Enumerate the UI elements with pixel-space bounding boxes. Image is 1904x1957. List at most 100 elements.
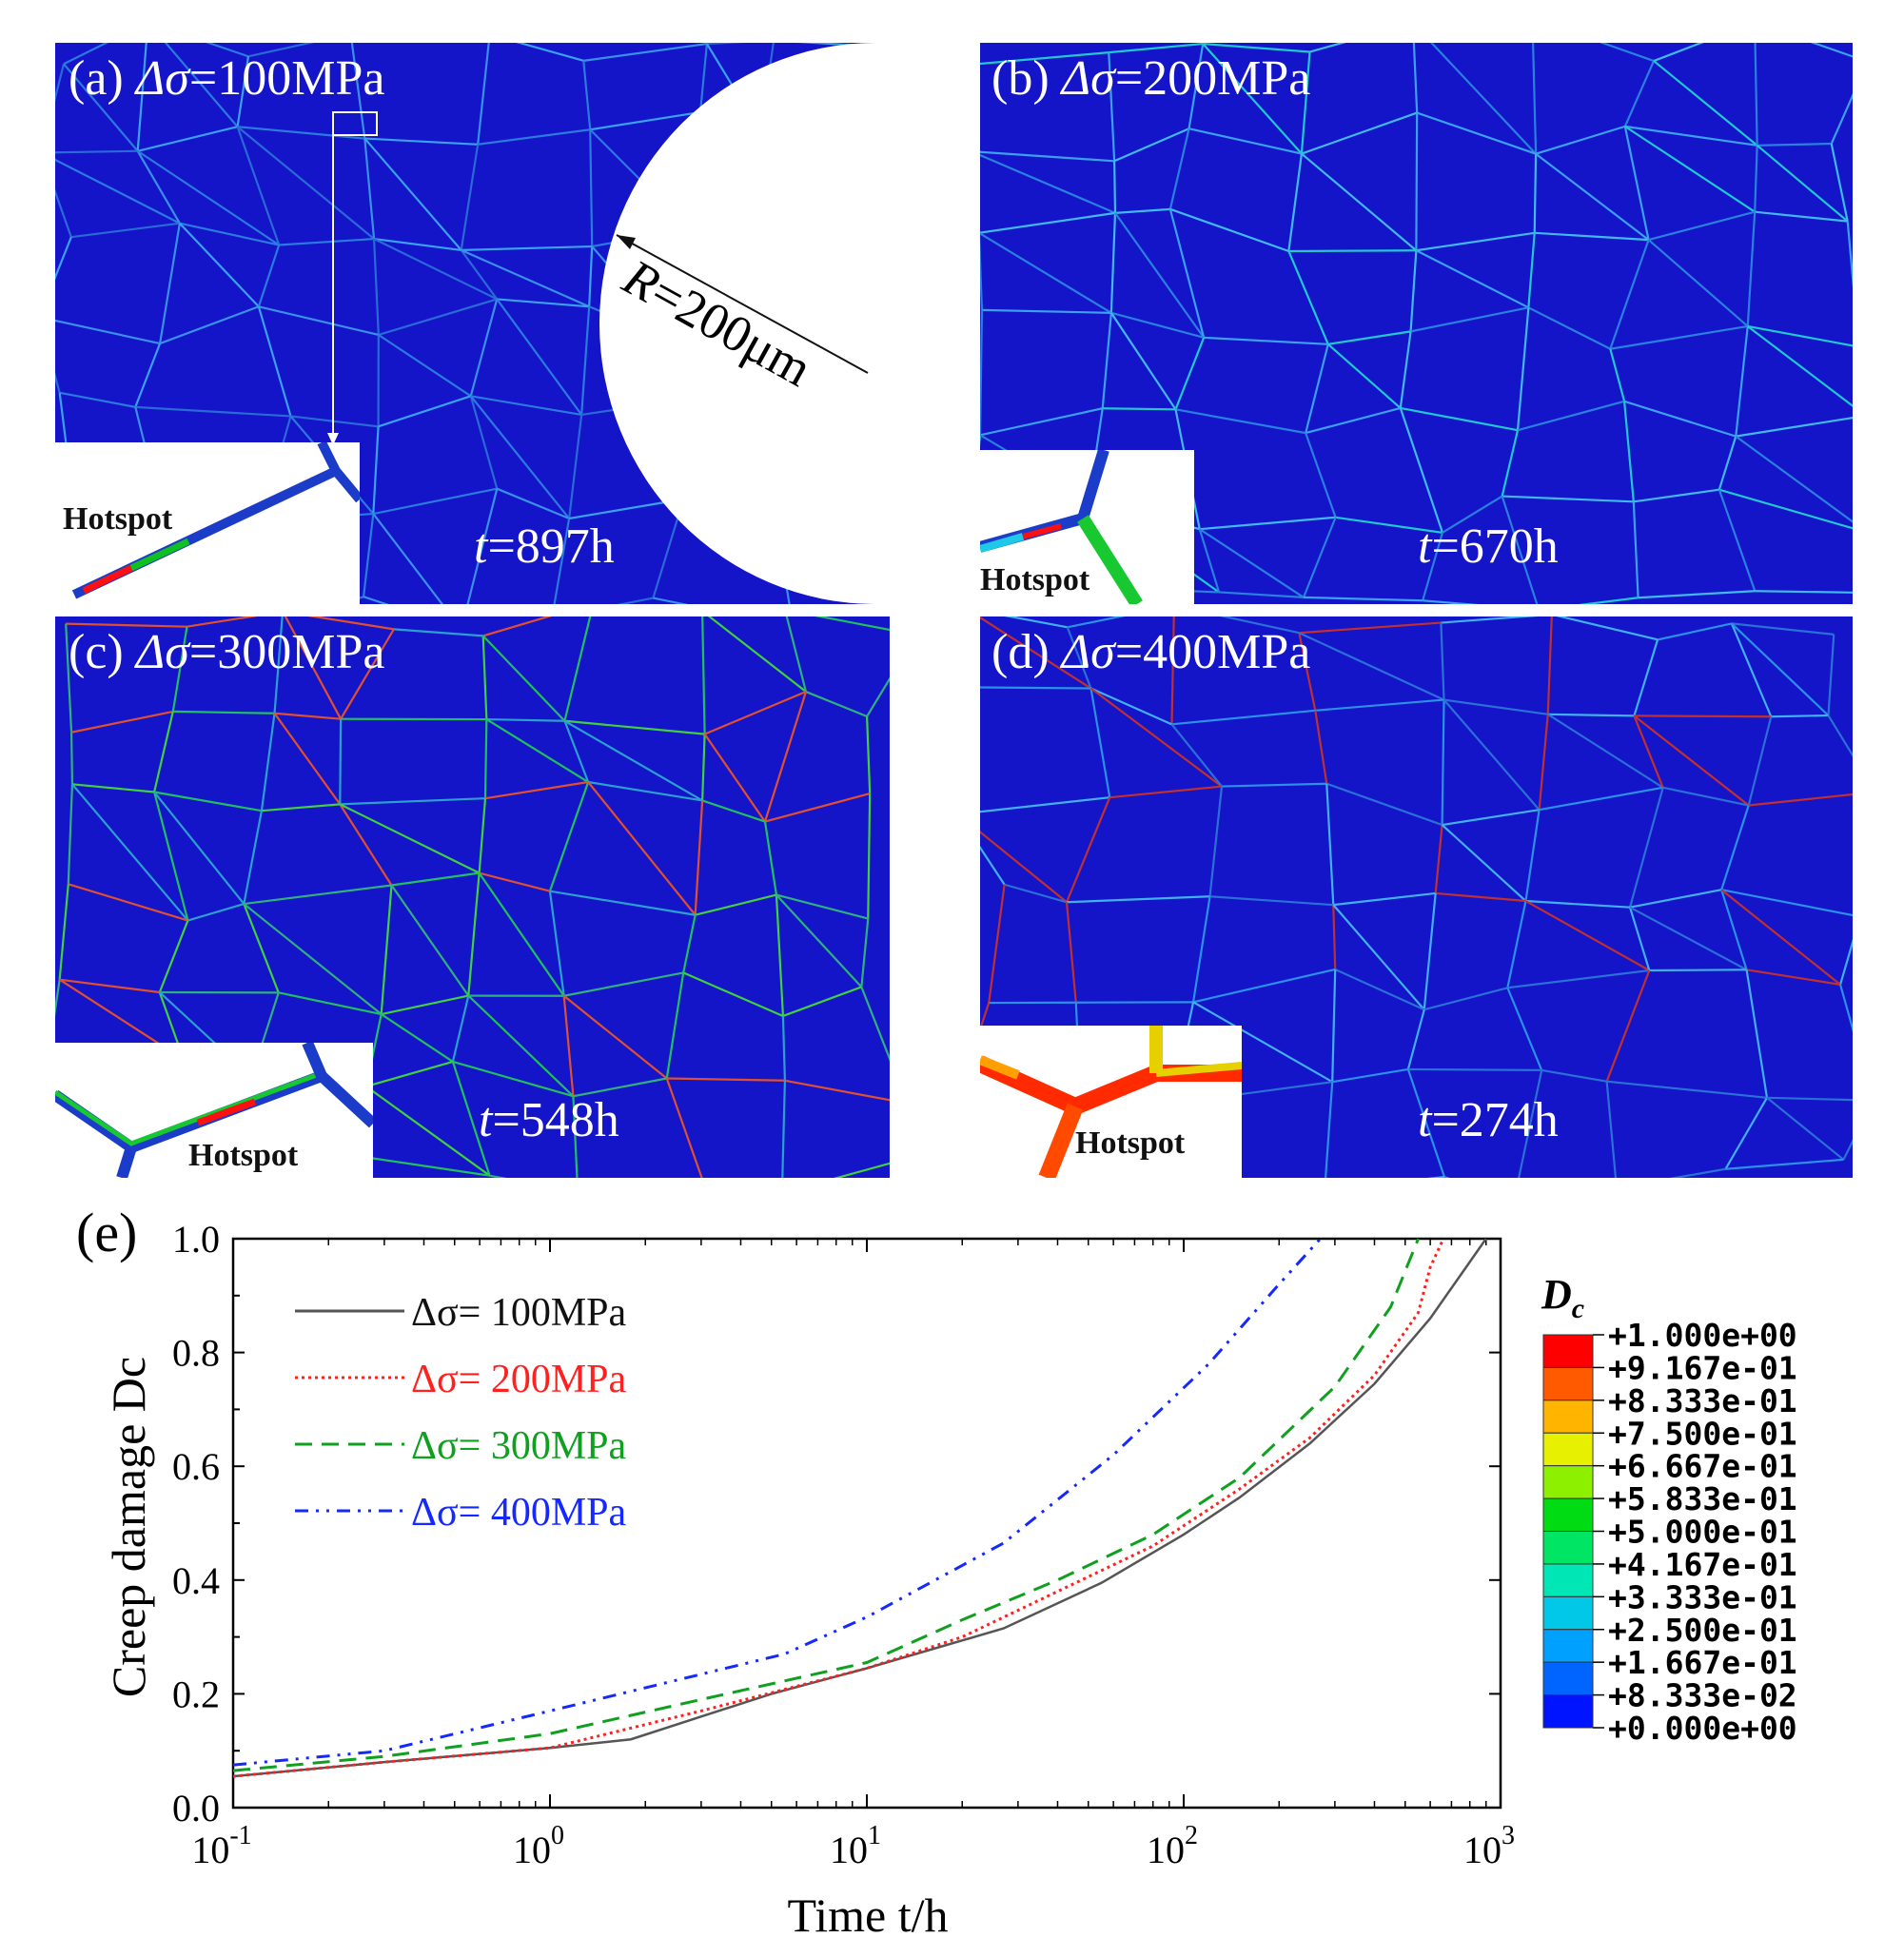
grain-boundary (1623, 60, 1656, 127)
grain-boundary (1442, 495, 1503, 534)
grain-boundary (1766, 1096, 1853, 1102)
grain-boundary (55, 63, 66, 103)
grain-boundary (136, 43, 147, 151)
grain-boundary (393, 628, 483, 637)
grain-boundary (153, 711, 174, 793)
grain-boundary (257, 305, 292, 417)
grain-boundary (159, 305, 260, 345)
grain-boundary (588, 246, 594, 307)
grain-boundary (1648, 210, 1756, 242)
grain-boundary (1334, 968, 1425, 1011)
grain-boundary (1204, 336, 1328, 345)
grain-boundary (1298, 632, 1444, 701)
grain-boundary (1301, 152, 1418, 252)
contour-panel-c: (c) Δσ=300MPa t=548h Hotspot (55, 616, 890, 1178)
grain-boundary (805, 691, 868, 718)
panel-b-hotspot-label: Hotspot (980, 562, 1090, 597)
grain-boundary (340, 628, 395, 720)
grain-boundary (483, 719, 488, 799)
grain-boundary (988, 884, 1006, 1004)
grain-boundary (68, 883, 188, 922)
grain-boundary (1720, 889, 1853, 917)
grain-boundary (1609, 239, 1650, 350)
panel-c-inset: Hotspot (55, 1043, 373, 1178)
grain-boundary (1605, 1081, 1618, 1178)
grain-boundary (1221, 782, 1327, 788)
grain-boundary (1325, 782, 1443, 827)
y-tick-label: 1.0 (172, 1218, 220, 1261)
grain-boundary (171, 626, 188, 713)
grain-boundary (1830, 143, 1849, 222)
grain-boundary (981, 308, 1111, 314)
grain-boundary (764, 793, 871, 823)
grain-boundary (701, 616, 706, 734)
grain-boundary (1188, 43, 1205, 129)
grain-boundary (1827, 634, 1835, 716)
grain-boundary (380, 885, 393, 1015)
y-tick-label: 0.8 (172, 1332, 220, 1375)
panel-a-inset: Hotspot (55, 442, 360, 604)
grain-boundary (1629, 906, 1748, 971)
grain-boundary (1114, 207, 1170, 214)
grain-boundary (1724, 1097, 1768, 1170)
grain-boundary (67, 784, 74, 885)
grain-boundary (1175, 408, 1306, 435)
colorbar: Dc +1.000e+00+9.167e-01+8.333e-01+7.500e-… (1541, 1271, 1797, 1747)
grain-boundary (698, 43, 709, 113)
grain-boundary (1518, 1069, 1543, 1178)
grain-boundary (372, 239, 380, 336)
grain-boundary (243, 903, 280, 993)
legend-label: Δσ= 200MPa (411, 1358, 627, 1401)
grain-boundary (1113, 161, 1117, 213)
colorbar-swatch (1542, 1497, 1594, 1533)
grain-boundary (1209, 895, 1334, 907)
grain-boundary (562, 994, 668, 1080)
grain-boundary (1533, 153, 1538, 233)
y-tick-label: 0.2 (172, 1673, 220, 1715)
grain-boundary (706, 43, 747, 46)
grain-boundary (1633, 639, 1659, 716)
grain-boundary (563, 719, 703, 802)
grain-boundary (1300, 51, 1311, 154)
grain-boundary (1303, 517, 1337, 598)
grain-boundary (704, 691, 807, 735)
panel-a-title: (a) Δσ=100MPa (69, 51, 385, 106)
grain-boundary (1303, 596, 1423, 602)
grain-boundary (1443, 698, 1541, 811)
y-tick-label: 0.4 (172, 1559, 220, 1602)
grain-boundary (1747, 324, 1853, 347)
panel-d-inset: Hotspot (980, 1026, 1242, 1178)
grain-boundary (1287, 153, 1304, 252)
x-axis-label: Time t/h (787, 1889, 948, 1942)
grain-boundary (1305, 343, 1329, 434)
grain-boundary (1669, 1167, 1726, 1178)
grain-boundary (58, 884, 69, 980)
grain-boundary (980, 686, 1091, 690)
grain-boundary (373, 237, 461, 251)
grain-boundary (137, 126, 238, 152)
grain-boundary (1538, 714, 1549, 811)
grain-boundary (1754, 43, 1758, 146)
grain-boundary (365, 1086, 491, 1177)
grain-boundary (1407, 1067, 1542, 1072)
grain-boundary (469, 396, 499, 489)
grain-boundary (666, 1077, 785, 1082)
grain-boundary (1830, 92, 1853, 145)
colorbar-swatch (1542, 1432, 1594, 1467)
grain-boundary (580, 306, 591, 416)
grain-boundary (1731, 622, 1830, 716)
grain-boundary (1110, 311, 1205, 339)
grain-boundary (1309, 43, 1346, 53)
grain-boundary (55, 188, 72, 238)
grain-boundary (1507, 969, 1650, 989)
grain-boundary (1435, 891, 1526, 903)
grain-boundary (980, 51, 1109, 66)
grain-boundary (1517, 400, 1625, 432)
grain-boundary (1535, 125, 1626, 155)
grain-boundary (1441, 824, 1527, 902)
grain-boundary (71, 783, 155, 793)
grain-boundary (257, 245, 281, 307)
panel-d-title: (d) Δσ=400MPa (991, 625, 1311, 679)
grain-boundary (1331, 969, 1337, 1083)
grain-boundary (63, 43, 109, 66)
